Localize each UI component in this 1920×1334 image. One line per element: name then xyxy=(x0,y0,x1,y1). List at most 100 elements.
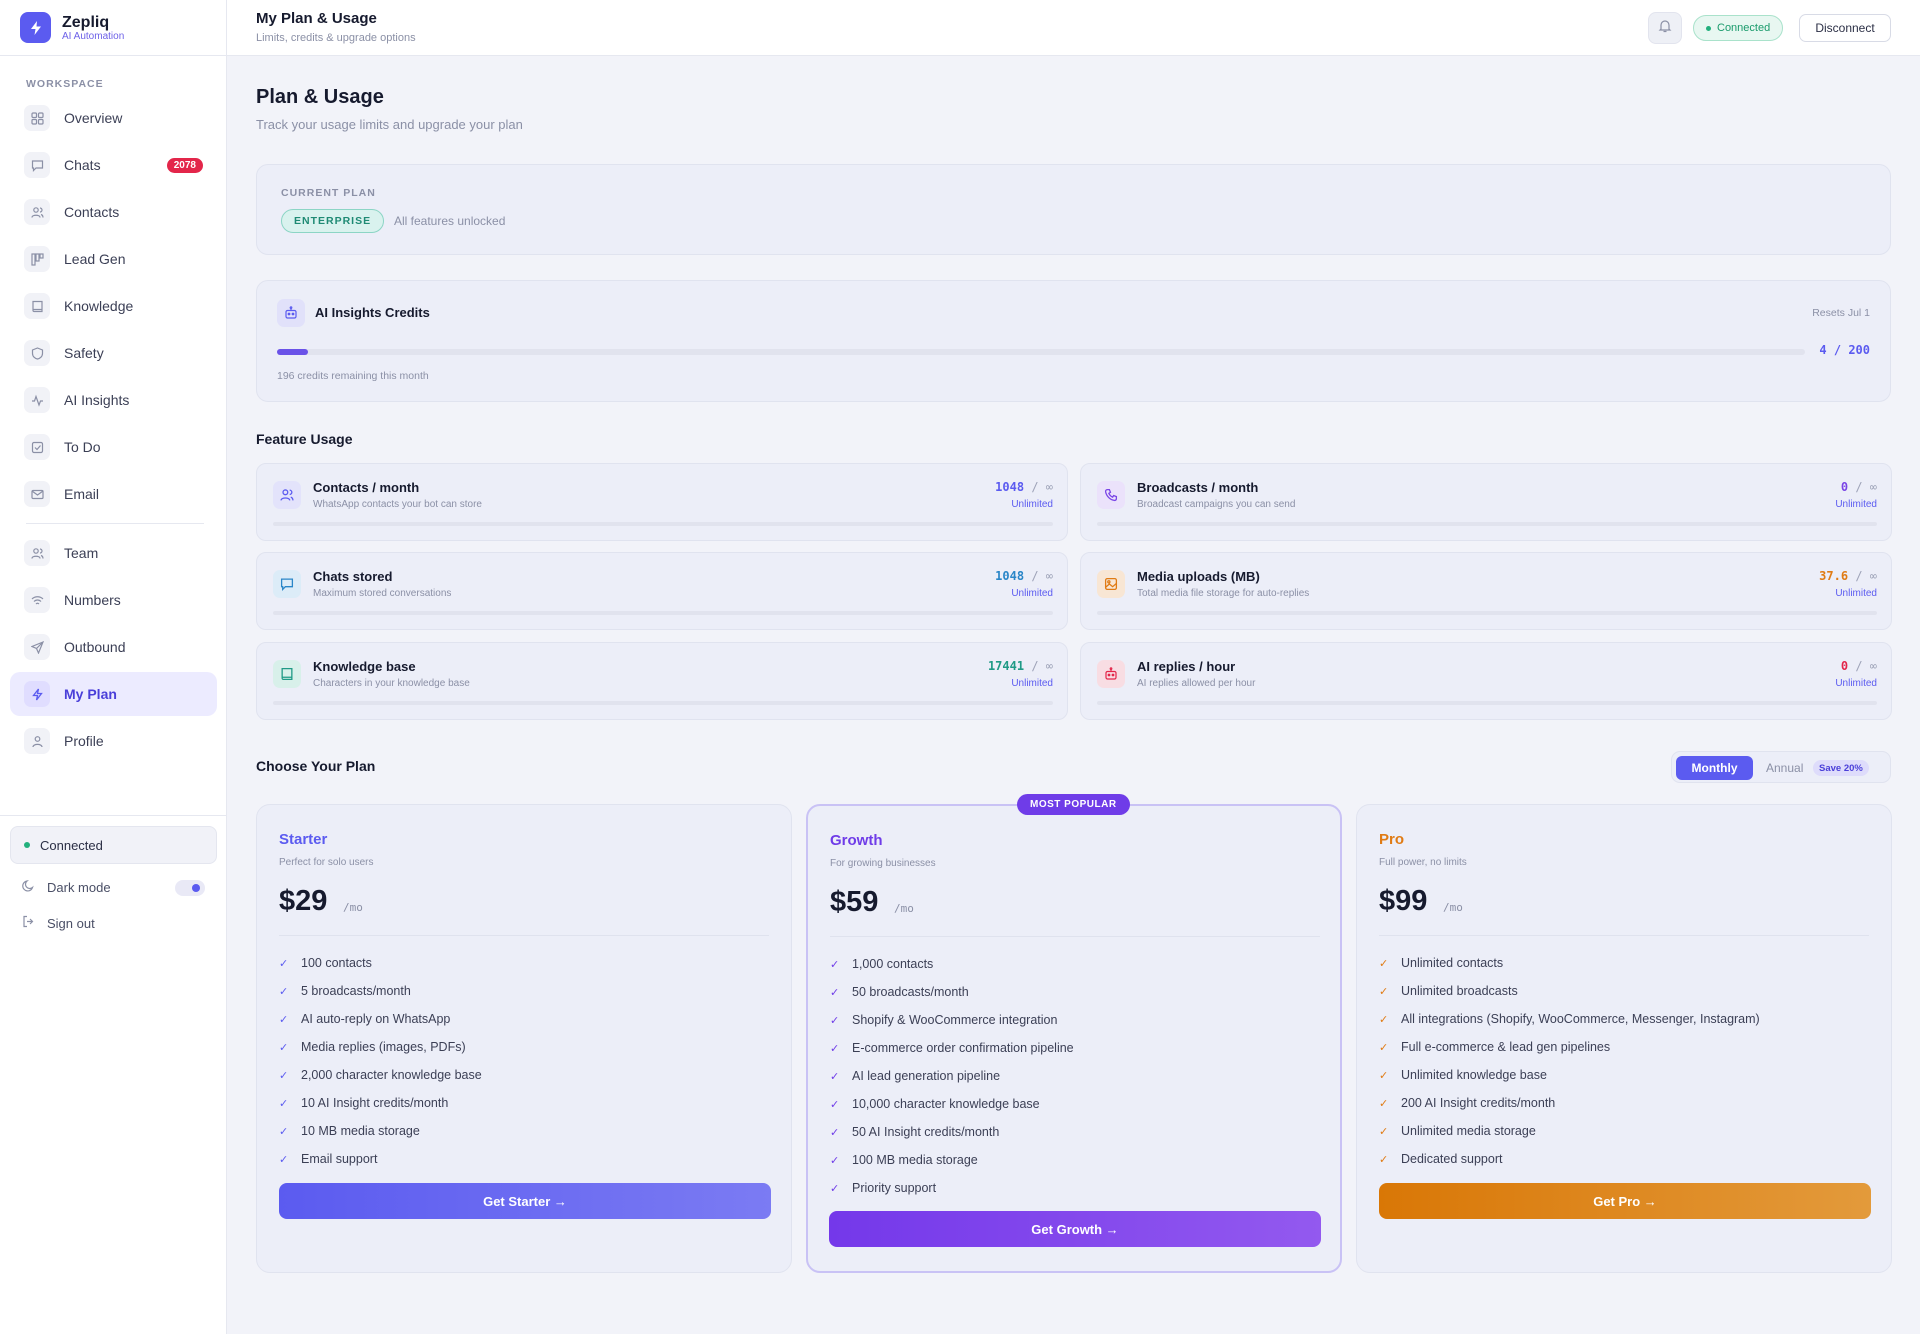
feature-progress xyxy=(273,701,1053,705)
brand-name: Zepliq xyxy=(62,13,110,31)
sidebar-item-outbound[interactable]: Outbound xyxy=(10,625,217,669)
feature-progress xyxy=(1097,701,1877,705)
sidebar-item-ai-insights[interactable]: AI Insights xyxy=(10,378,217,422)
feature-limit-label: Unlimited xyxy=(1011,678,1053,689)
connection-status-label: Connected xyxy=(1717,22,1771,34)
get-starter-button[interactable]: Get Starter → xyxy=(279,1183,771,1219)
check-icon: ✓ xyxy=(1379,957,1389,970)
status-dot xyxy=(24,842,30,848)
sign-out-link[interactable]: Sign out xyxy=(22,915,95,931)
annual-save-badge: Save 20% xyxy=(1813,760,1869,776)
notifications-button[interactable] xyxy=(1648,12,1682,44)
disconnect-button[interactable]: Disconnect xyxy=(1799,14,1891,42)
check-icon: ✓ xyxy=(279,1041,289,1054)
plan-feature: ✓ Priority support xyxy=(830,1181,937,1195)
get-growth-button[interactable]: Get Growth → xyxy=(829,1211,1321,1247)
dark-mode-label: Dark mode xyxy=(47,879,111,895)
sidebar-item-chats[interactable]: Chats 2078 xyxy=(10,143,217,187)
sidebar-item-safety[interactable]: Safety xyxy=(10,331,217,375)
feature-subtitle: Total media file storage for auto-replie… xyxy=(1137,588,1310,599)
header-subtitle: Limits, credits & upgrade options xyxy=(256,32,416,44)
feature-card-media-uploads: Media uploads (MB) Total media file stor… xyxy=(1080,552,1892,630)
plan-divider xyxy=(1379,935,1869,936)
plan-name: Pro xyxy=(1379,831,1405,848)
users-icon xyxy=(24,199,50,225)
check-icon: ✓ xyxy=(1379,1125,1389,1138)
sidebar-divider xyxy=(26,523,204,524)
feature-title: Contacts / month xyxy=(313,480,420,495)
sign-out-icon xyxy=(22,915,35,931)
checkbox-icon xyxy=(24,434,50,460)
check-icon: ✓ xyxy=(830,1042,840,1055)
ai-credits-remaining: 196 credits remaining this month xyxy=(277,370,429,382)
feature-value: 0 / ∞ xyxy=(1840,480,1877,494)
sidebar-footer-divider xyxy=(0,815,227,816)
sidebar-item-email[interactable]: Email xyxy=(10,472,217,516)
check-icon: ✓ xyxy=(1379,1041,1389,1054)
get-pro-button[interactable]: Get Pro → xyxy=(1379,1183,1871,1219)
bolt-logo-icon xyxy=(20,12,51,43)
sidebar-item-label: Profile xyxy=(64,733,104,749)
plan-period: /mo xyxy=(1443,901,1463,914)
plan-feature: ✓ Shopify & WooCommerce integration xyxy=(830,1013,1058,1027)
brand-subtitle: AI Automation xyxy=(62,30,125,42)
plan-description: Full power, no limits xyxy=(1379,857,1467,868)
feature-card-chats-stored: Chats stored Maximum stored conversation… xyxy=(256,552,1068,630)
annual-option[interactable]: Annual xyxy=(1766,761,1804,775)
feature-limit-label: Unlimited xyxy=(1011,588,1053,599)
dark-mode-toggle[interactable] xyxy=(175,880,205,896)
sidebar-item-label: My Plan xyxy=(64,686,117,702)
check-icon: ✓ xyxy=(279,957,289,970)
robot-icon xyxy=(1097,660,1125,688)
sidebar-item-label: To Do xyxy=(64,439,101,455)
plan-feature: ✓ 10 MB media storage xyxy=(279,1124,420,1138)
plan-feature: ✓ 50 AI Insight credits/month xyxy=(830,1125,1000,1139)
ai-credits-progress xyxy=(277,349,1805,355)
grid-icon xyxy=(24,105,50,131)
chat-icon xyxy=(24,152,50,178)
sidebar-item-team[interactable]: Team xyxy=(10,531,217,575)
sidebar-item-label: Safety xyxy=(64,345,104,361)
feature-usage-title: Feature Usage xyxy=(256,431,353,447)
feature-subtitle: AI replies allowed per hour xyxy=(1137,678,1256,689)
sidebar-item-to-do[interactable]: To Do xyxy=(10,425,217,469)
sidebar-item-overview[interactable]: Overview xyxy=(10,96,217,140)
feature-value: 1048 / ∞ xyxy=(995,480,1053,494)
check-icon: ✓ xyxy=(830,1070,840,1083)
plan-card-pro: Pro Full power, no limits $99 /mo ✓ Unlim… xyxy=(1356,804,1892,1273)
shield-icon xyxy=(24,340,50,366)
feature-limit-label: Unlimited xyxy=(1835,499,1877,510)
plan-feature: ✓ Email support xyxy=(279,1152,378,1166)
feature-subtitle: Characters in your knowledge base xyxy=(313,678,470,689)
check-icon: ✓ xyxy=(830,1126,840,1139)
sidebar-section-label: WORKSPACE xyxy=(26,78,104,90)
bolt-icon xyxy=(24,681,50,707)
monthly-option[interactable]: Monthly xyxy=(1676,756,1753,780)
sidebar-item-profile[interactable]: Profile xyxy=(10,719,217,763)
plan-price: $29 xyxy=(279,885,328,917)
brand[interactable]: Zepliq AI Automation xyxy=(0,0,226,56)
plan-feature: ✓ 10 AI Insight credits/month xyxy=(279,1096,449,1110)
sidebar-item-my-plan[interactable]: My Plan xyxy=(10,672,217,716)
moon-icon xyxy=(22,879,35,895)
plan-feature: ✓ 1,000 contacts xyxy=(830,957,934,971)
feature-title: Knowledge base xyxy=(313,659,416,674)
top-header: My Plan & Usage Limits, credits & upgrad… xyxy=(227,0,1920,56)
sidebar-item-contacts[interactable]: Contacts xyxy=(10,190,217,234)
page-title: Plan & Usage xyxy=(256,86,384,108)
chat-icon xyxy=(273,570,301,598)
phone-icon xyxy=(1097,481,1125,509)
plan-description: Perfect for solo users xyxy=(279,857,374,868)
dark-mode-row[interactable]: Dark mode xyxy=(22,879,111,895)
sidebar-connection-status: Connected xyxy=(10,826,217,864)
check-icon: ✓ xyxy=(830,1154,840,1167)
sidebar-item-knowledge[interactable]: Knowledge xyxy=(10,284,217,328)
plan-feature: ✓ Media replies (images, PDFs) xyxy=(279,1040,466,1054)
sidebar-item-lead-gen[interactable]: Lead Gen xyxy=(10,237,217,281)
plan-features-list: ✓ 1,000 contacts ✓ 50 broadcasts/month ✓ Sh… xyxy=(830,950,1074,1202)
wifi-icon xyxy=(24,587,50,613)
plan-price: $59 xyxy=(830,886,879,918)
plan-period: /mo xyxy=(894,902,914,915)
sidebar-item-numbers[interactable]: Numbers xyxy=(10,578,217,622)
feature-subtitle: Maximum stored conversations xyxy=(313,588,452,599)
